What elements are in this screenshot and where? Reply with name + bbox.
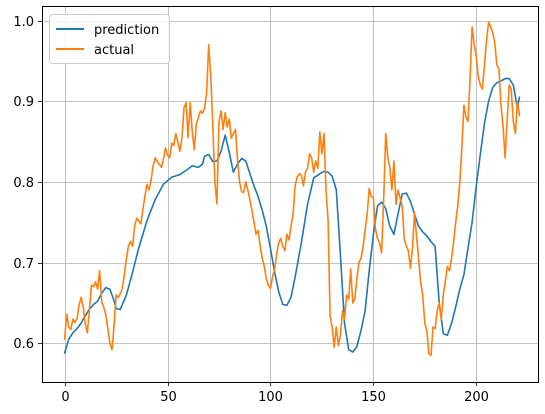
axis-ticks: 0 50 100 150 200 0.6 0.7 0.8 0.9 1.0	[13, 15, 489, 405]
x-tick-label: 0	[61, 390, 69, 405]
legend-box	[49, 14, 170, 64]
grid-lines	[42, 6, 538, 382]
y-tick-label: 0.9	[13, 95, 34, 110]
x-tick-label: 100	[258, 390, 283, 405]
x-tick-label: 200	[464, 390, 489, 405]
x-tick-label: 50	[160, 390, 177, 405]
series-line-actual	[63, 21, 521, 357]
plot-frame	[42, 6, 539, 383]
y-tick-label: 0.6	[13, 337, 34, 352]
x-tick-label: 150	[361, 390, 386, 405]
legend-label-prediction: prediction	[94, 23, 159, 38]
series-lines	[63, 21, 521, 357]
series-line-prediction	[63, 77, 521, 354]
y-tick-label: 1.0	[13, 15, 34, 30]
legend-label-actual: actual	[94, 43, 134, 58]
y-tick-label: 0.8	[13, 176, 34, 191]
y-tick-label: 0.7	[13, 257, 34, 272]
legend: prediction actual	[49, 14, 170, 64]
